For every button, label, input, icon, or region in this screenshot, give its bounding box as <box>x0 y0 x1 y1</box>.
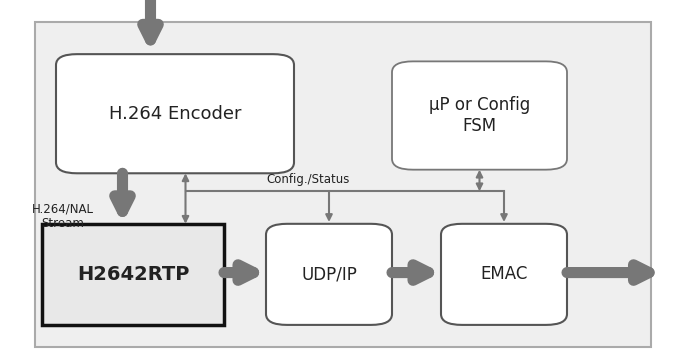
FancyBboxPatch shape <box>441 224 567 325</box>
Text: μP or Config
FSM: μP or Config FSM <box>429 96 530 135</box>
FancyBboxPatch shape <box>392 61 567 170</box>
Text: EMAC: EMAC <box>480 265 528 283</box>
FancyBboxPatch shape <box>35 22 651 347</box>
Text: H.264 Encoder: H.264 Encoder <box>108 105 241 123</box>
Bar <box>42 224 224 325</box>
FancyBboxPatch shape <box>266 224 392 325</box>
Text: H.264/NAL
Stream: H.264/NAL Stream <box>32 202 94 230</box>
Text: Config./Status: Config./Status <box>266 173 350 186</box>
Text: UDP/IP: UDP/IP <box>301 265 357 283</box>
FancyBboxPatch shape <box>56 54 294 173</box>
Text: H2642RTP: H2642RTP <box>77 265 189 284</box>
